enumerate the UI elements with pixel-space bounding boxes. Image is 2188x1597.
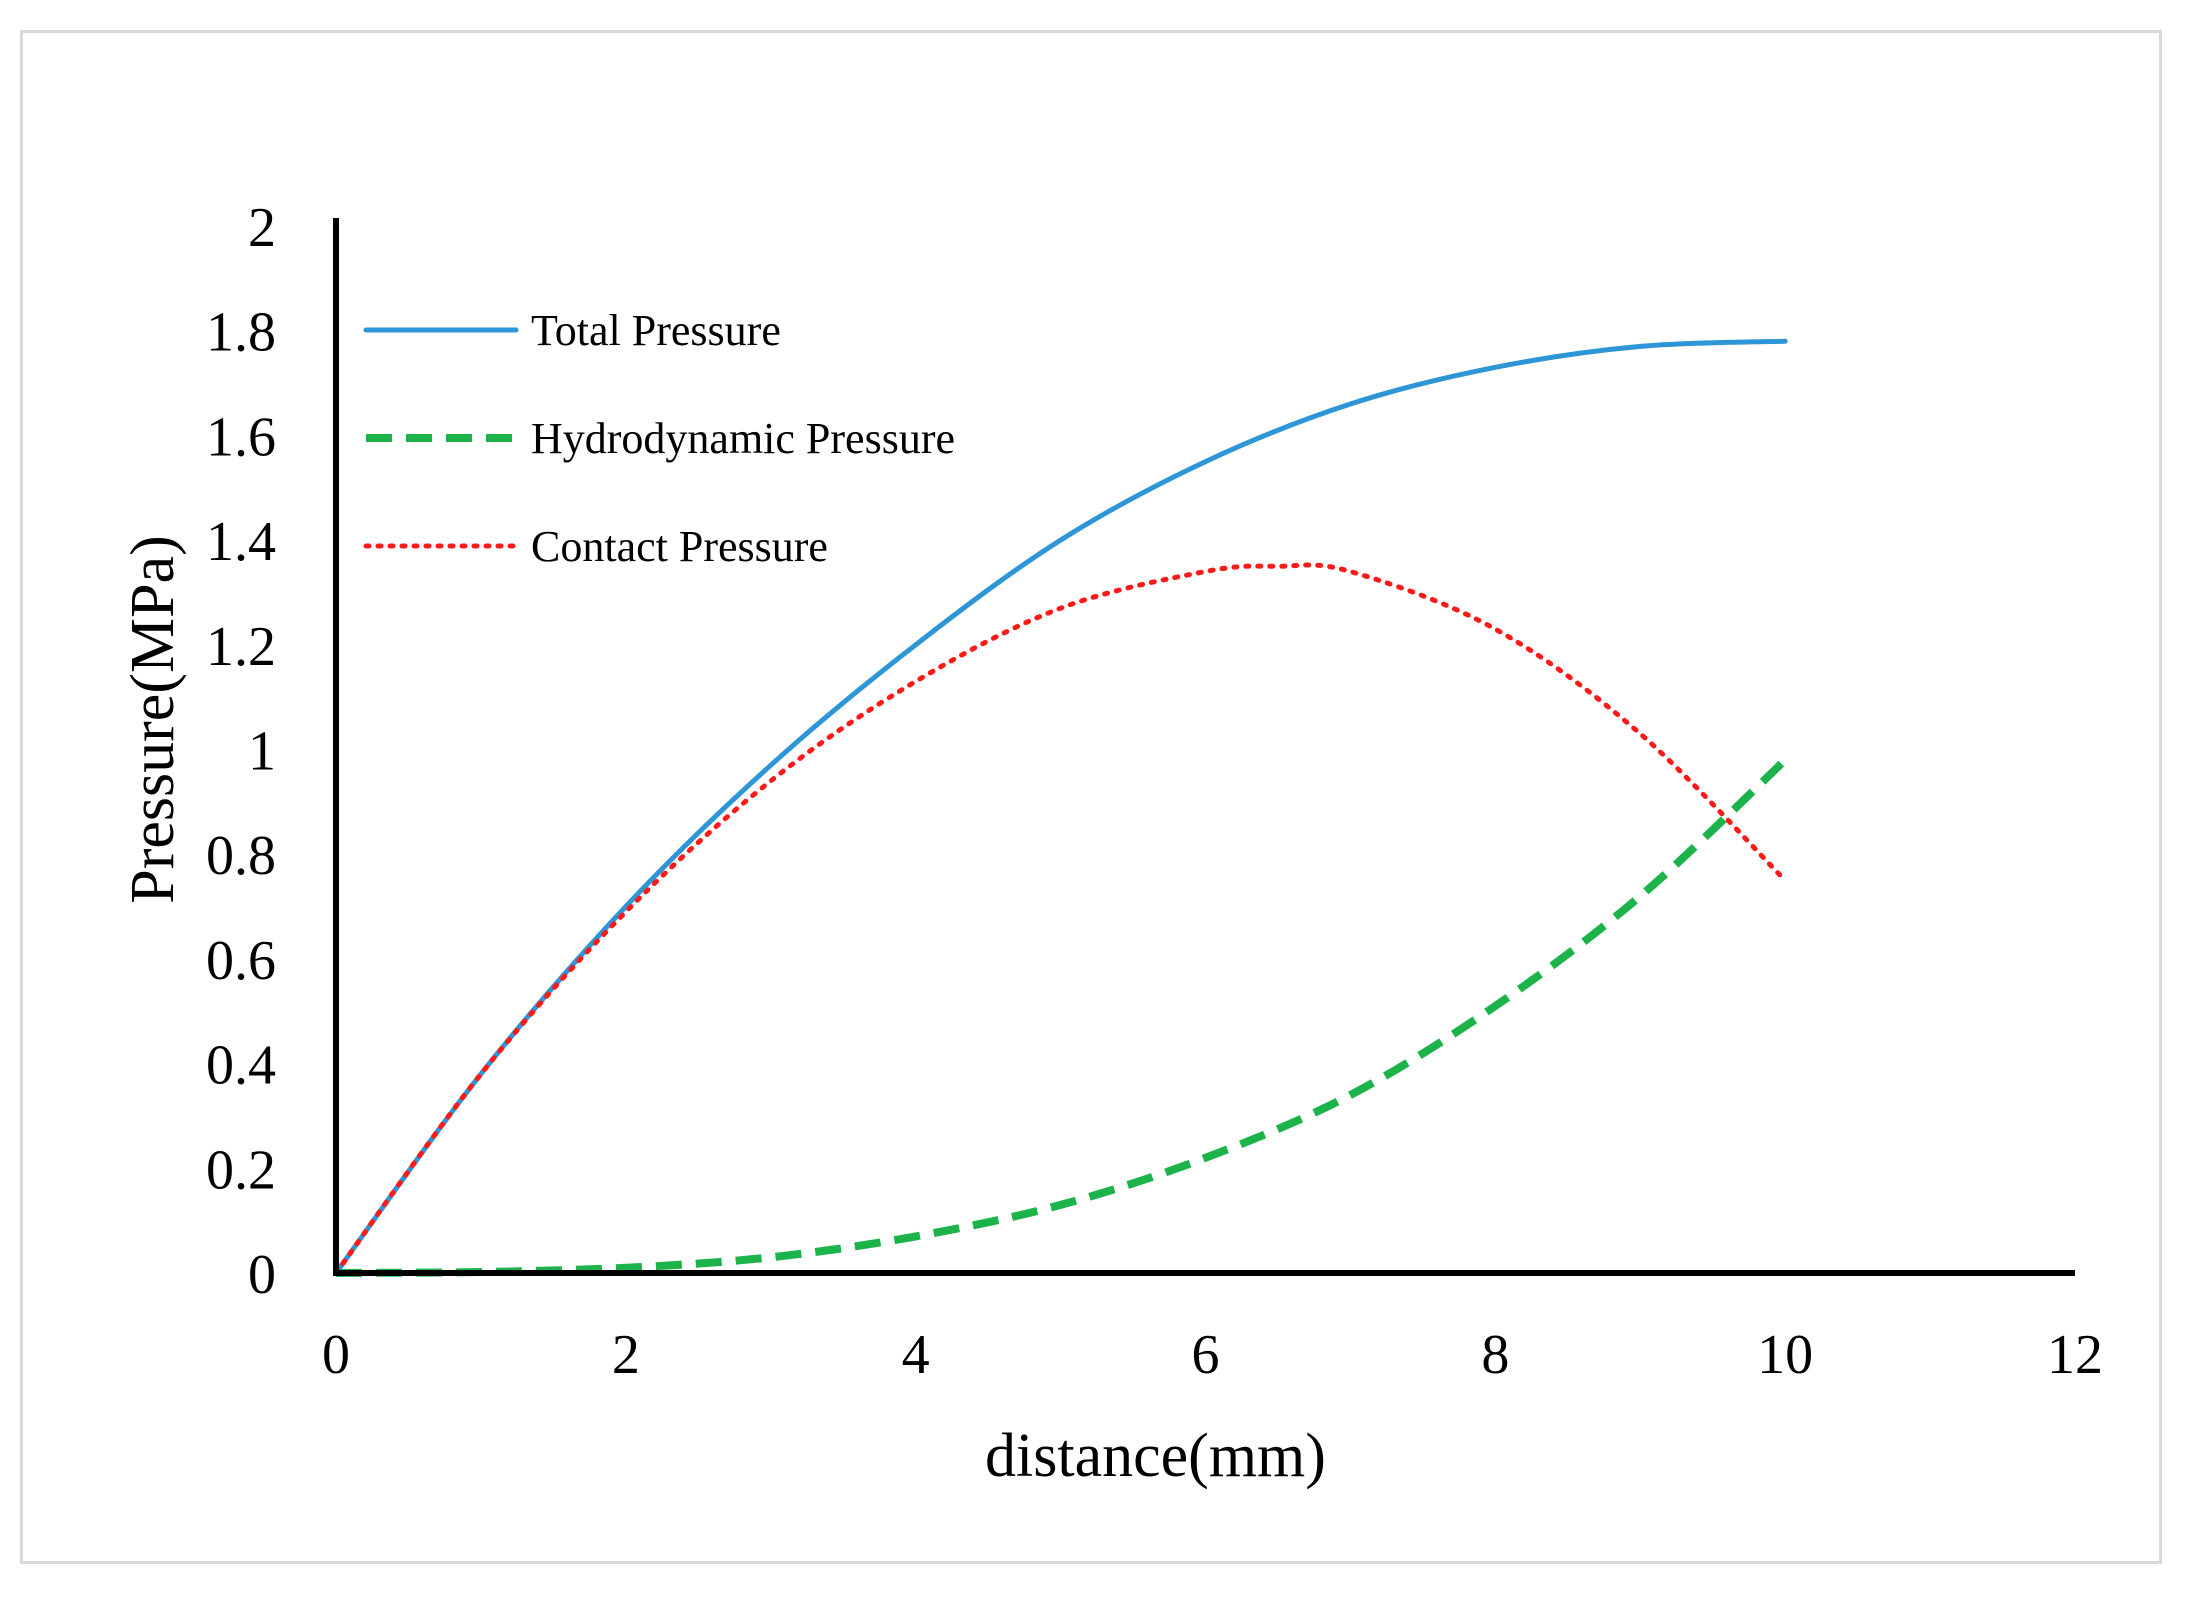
y-tick-label: 1.6 bbox=[206, 406, 276, 468]
series-layer bbox=[333, 338, 1788, 1277]
y-tick-label: 0.8 bbox=[206, 825, 276, 887]
x-tick-label: 10 bbox=[1757, 1324, 1813, 1386]
legend-label: Total Pressure bbox=[531, 306, 781, 355]
y-tick-label: 1.2 bbox=[206, 616, 276, 678]
y-tick-label: 1.8 bbox=[206, 302, 276, 364]
series-line-total-pressure bbox=[333, 338, 1788, 1276]
legend: Total Pressure Hydrodynamic Pressure Conta… bbox=[363, 306, 955, 571]
x-tick-label: 6 bbox=[1192, 1324, 1220, 1386]
legend-label: Contact Pressure bbox=[531, 522, 828, 571]
x-tick-label: 0 bbox=[322, 1324, 350, 1386]
chart-frame: 0 2 4 6 8 10 12 0 0.2 0.4 0.6 0.8 1 1.2 1.4 1.6 1.8 2 Tot… bbox=[20, 30, 2162, 1564]
axes-layer bbox=[333, 218, 2075, 1276]
legend-label: Hydrodynamic Pressure bbox=[531, 414, 955, 463]
y-tick-label: 1.4 bbox=[206, 511, 276, 573]
y-tick-label: 2 bbox=[248, 197, 276, 259]
x-tick-label: 8 bbox=[1481, 1324, 1509, 1386]
x-tick-label: 12 bbox=[2047, 1324, 2103, 1386]
y-tick-label: 0 bbox=[248, 1244, 276, 1306]
x-axis-title: distance(mm) bbox=[985, 1422, 1326, 1490]
x-tick-label: 2 bbox=[612, 1324, 640, 1386]
series-line-hydrodynamic-pressure bbox=[335, 757, 1788, 1277]
y-tick-label: 0.2 bbox=[206, 1139, 276, 1201]
y-axis-title: Pressure(MPa) bbox=[119, 535, 187, 904]
y-tick-label: 0.6 bbox=[206, 930, 276, 992]
series-line-contact-pressure bbox=[333, 562, 1788, 1276]
tick-labels: 0 2 4 6 8 10 12 0 0.2 0.4 0.6 0.8 1 1.2 1.4 1.6 1.8 2 bbox=[206, 197, 2103, 1386]
y-tick-label: 0.4 bbox=[206, 1035, 276, 1097]
x-tick-label: 4 bbox=[902, 1324, 930, 1386]
y-tick-label: 1 bbox=[248, 721, 276, 783]
line-chart: 0 2 4 6 8 10 12 0 0.2 0.4 0.6 0.8 1 1.2 1.4 1.6 1.8 2 Tot… bbox=[119, 197, 2103, 1490]
